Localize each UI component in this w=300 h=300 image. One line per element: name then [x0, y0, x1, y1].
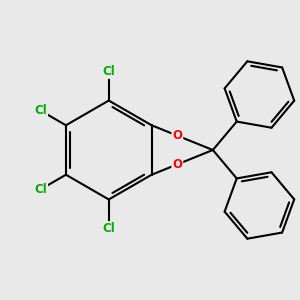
Text: Cl: Cl — [34, 104, 47, 117]
Text: O: O — [172, 129, 182, 142]
Text: O: O — [172, 158, 182, 171]
Text: Cl: Cl — [102, 222, 115, 235]
Text: Cl: Cl — [102, 65, 115, 78]
Text: Cl: Cl — [34, 183, 47, 196]
